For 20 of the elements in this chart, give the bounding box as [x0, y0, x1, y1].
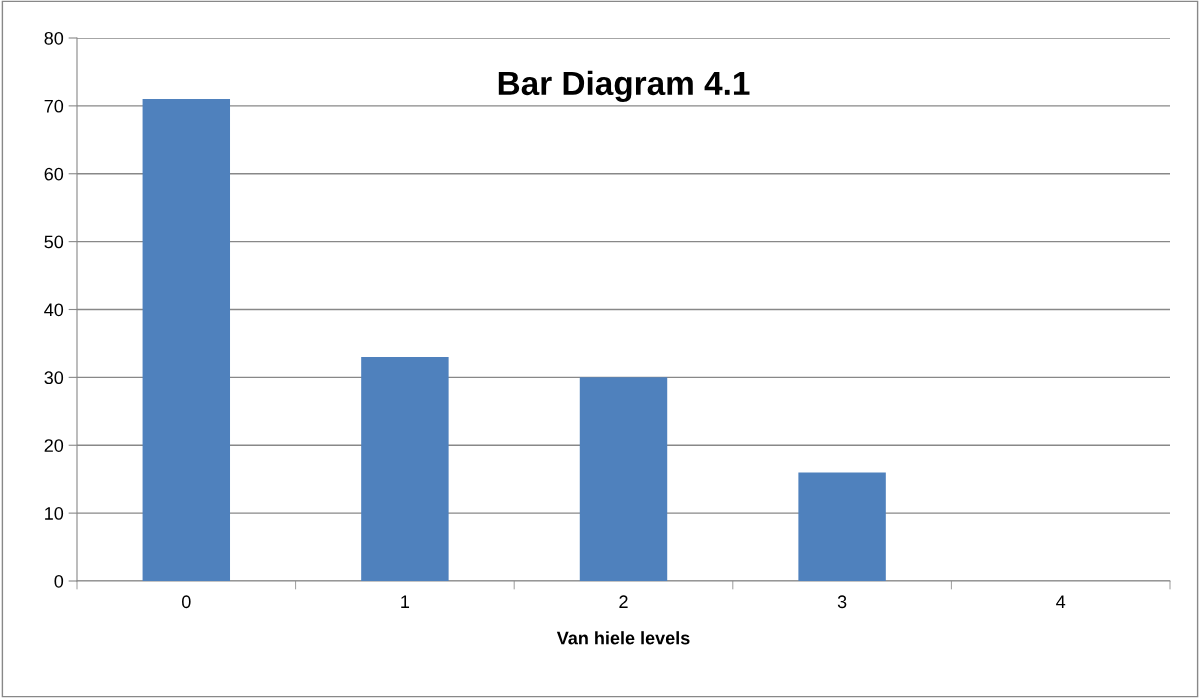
bar — [361, 357, 449, 581]
x-tick-label: 2 — [619, 595, 628, 608]
y-tick-label: 40 — [44, 303, 64, 317]
y-tick-label: 30 — [44, 371, 64, 385]
y-tick-label: 60 — [44, 167, 64, 181]
y-tick-label: 0 — [54, 574, 64, 588]
y-tick-label: 80 — [44, 31, 64, 45]
bar — [798, 472, 886, 581]
x-axis-title: Van hiele levels — [556, 631, 690, 645]
x-tick-label: 4 — [1056, 595, 1066, 608]
x-tick-label: 0 — [181, 595, 191, 609]
y-tick-label: 50 — [44, 235, 64, 249]
text: Bar Diagram 4.1 — [498, 70, 750, 102]
y-tick-label: 10 — [45, 507, 64, 520]
y-tick-label: 20 — [44, 439, 64, 452]
bar — [579, 377, 668, 581]
y-tick-label: 70 — [44, 99, 64, 113]
x-tick-label: 1 — [401, 595, 410, 608]
bar — [142, 99, 231, 581]
x-tick-label: 3 — [837, 595, 847, 609]
